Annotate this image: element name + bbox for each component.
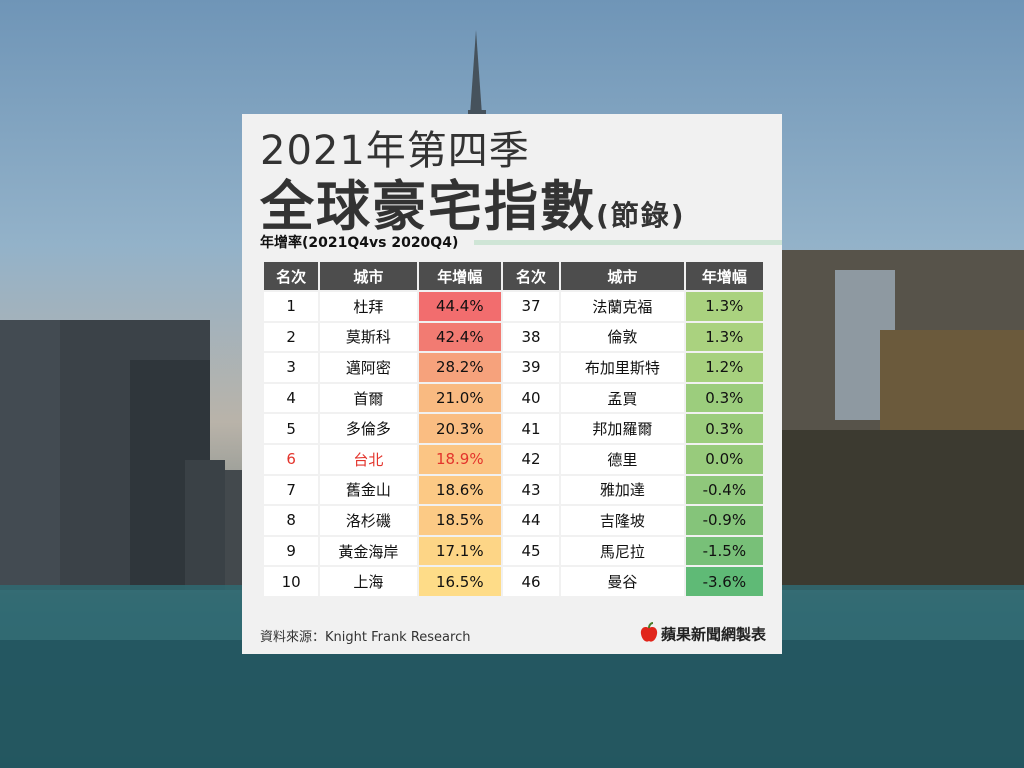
header-city-right: 城市 bbox=[561, 262, 684, 290]
header-city-left: 城市 bbox=[320, 262, 417, 290]
header-rank-left: 名次 bbox=[264, 262, 319, 290]
title-main-text: 全球豪宅指數 bbox=[260, 175, 596, 238]
rank-cell: 6 bbox=[264, 444, 319, 474]
table-row: 9 黃金海岸 17.1% 45 馬尼拉 -1.5% bbox=[264, 536, 763, 566]
rank-cell: 37 bbox=[502, 292, 560, 321]
change-cell: 16.5% bbox=[418, 567, 501, 596]
table-row: 6 台北 18.9% 42 德里 0.0% bbox=[264, 444, 763, 474]
city-cell: 布加里斯特 bbox=[561, 353, 684, 382]
change-cell: -3.6% bbox=[685, 567, 763, 596]
rank-cell: 5 bbox=[264, 414, 319, 443]
change-cell: 0.0% bbox=[685, 444, 763, 474]
rank-cell: 38 bbox=[502, 322, 560, 352]
rank-cell: 9 bbox=[264, 536, 319, 566]
rank-cell: 10 bbox=[264, 567, 319, 596]
change-cell: 20.3% bbox=[418, 414, 501, 443]
rank-cell: 42 bbox=[502, 444, 560, 474]
table-row: 7 舊金山 18.6% 43 雅加達 -0.4% bbox=[264, 475, 763, 505]
change-cell: -1.5% bbox=[685, 536, 763, 566]
title-period: 2021年第四季 bbox=[260, 128, 530, 174]
rank-cell: 2 bbox=[264, 322, 319, 352]
city-cell: 黃金海岸 bbox=[320, 536, 417, 566]
rank-cell: 44 bbox=[502, 506, 560, 535]
change-cell: 0.3% bbox=[685, 383, 763, 413]
rank-cell: 4 bbox=[264, 383, 319, 413]
city-cell: 曼谷 bbox=[561, 567, 684, 596]
rank-cell: 43 bbox=[502, 475, 560, 505]
city-cell: 莫斯科 bbox=[320, 322, 417, 352]
title-suffix: (節錄) bbox=[596, 199, 686, 232]
change-cell: 44.4% bbox=[418, 292, 501, 321]
rank-cell: 41 bbox=[502, 414, 560, 443]
apple-logo-icon bbox=[639, 622, 659, 648]
city-cell: 首爾 bbox=[320, 383, 417, 413]
city-cell: 孟買 bbox=[561, 383, 684, 413]
city-cell: 上海 bbox=[320, 567, 417, 596]
brand-logo: 蘋果新聞網製表 bbox=[639, 622, 766, 648]
city-cell: 倫敦 bbox=[561, 322, 684, 352]
subtitle: 年增率(2021Q4vs 2020Q4) bbox=[260, 235, 459, 251]
change-cell: 21.0% bbox=[418, 383, 501, 413]
change-cell: 18.6% bbox=[418, 475, 501, 505]
change-cell: 0.3% bbox=[685, 414, 763, 443]
city-cell: 杜拜 bbox=[320, 292, 417, 321]
table-row: 3 邁阿密 28.2% 39 布加里斯特 1.2% bbox=[264, 353, 763, 382]
city-cell: 德里 bbox=[561, 444, 684, 474]
city-cell: 馬尼拉 bbox=[561, 536, 684, 566]
subtitle-divider bbox=[474, 240, 782, 245]
header-rank-right: 名次 bbox=[502, 262, 560, 290]
table-row: 1 杜拜 44.4% 37 法蘭克福 1.3% bbox=[264, 292, 763, 321]
change-cell: 1.3% bbox=[685, 322, 763, 352]
change-cell: 28.2% bbox=[418, 353, 501, 382]
ranking-table: 名次 城市 年增幅 名次 城市 年增幅 1 杜拜 44.4% 37 法蘭克福 1.3% 2 莫… bbox=[262, 260, 765, 598]
table-header-row: 名次 城市 年增幅 名次 城市 年增幅 bbox=[264, 262, 763, 290]
rank-cell: 40 bbox=[502, 383, 560, 413]
header-change-right: 年增幅 bbox=[685, 262, 763, 290]
change-cell: 42.4% bbox=[418, 322, 501, 352]
brand-text: 蘋果新聞網製表 bbox=[660, 625, 766, 644]
header-change-left: 年增幅 bbox=[418, 262, 501, 290]
rank-cell: 39 bbox=[502, 353, 560, 382]
change-cell: 17.1% bbox=[418, 536, 501, 566]
rank-cell: 46 bbox=[502, 567, 560, 596]
city-cell: 吉隆坡 bbox=[561, 506, 684, 535]
rank-cell: 7 bbox=[264, 475, 319, 505]
city-cell: 法蘭克福 bbox=[561, 292, 684, 321]
change-cell: -0.4% bbox=[685, 475, 763, 505]
city-cell: 舊金山 bbox=[320, 475, 417, 505]
title-main: 全球豪宅指數(節錄) bbox=[260, 162, 686, 241]
table-row: 2 莫斯科 42.4% 38 倫敦 1.3% bbox=[264, 322, 763, 352]
luxury-index-card: 2021年第四季 全球豪宅指數(節錄) 年增率(2021Q4vs 2020Q4)… bbox=[242, 114, 782, 654]
subtitle-row: 年增率(2021Q4vs 2020Q4) bbox=[260, 232, 782, 252]
city-cell: 多倫多 bbox=[320, 414, 417, 443]
table-row: 5 多倫多 20.3% 41 邦加羅爾 0.3% bbox=[264, 414, 763, 443]
source-note: 資料來源：Knight Frank Research bbox=[260, 630, 471, 645]
table-row: 10 上海 16.5% 46 曼谷 -3.6% bbox=[264, 567, 763, 596]
change-cell: -0.9% bbox=[685, 506, 763, 535]
change-cell: 18.5% bbox=[418, 506, 501, 535]
rank-cell: 45 bbox=[502, 536, 560, 566]
rank-cell: 8 bbox=[264, 506, 319, 535]
table-row: 4 首爾 21.0% 40 孟買 0.3% bbox=[264, 383, 763, 413]
rank-cell: 1 bbox=[264, 292, 319, 321]
change-cell: 18.9% bbox=[418, 444, 501, 474]
change-cell: 1.2% bbox=[685, 353, 763, 382]
table-row: 8 洛杉磯 18.5% 44 吉隆坡 -0.9% bbox=[264, 506, 763, 535]
city-cell: 邁阿密 bbox=[320, 353, 417, 382]
city-cell: 台北 bbox=[320, 444, 417, 474]
city-cell: 洛杉磯 bbox=[320, 506, 417, 535]
change-cell: 1.3% bbox=[685, 292, 763, 321]
city-cell: 邦加羅爾 bbox=[561, 414, 684, 443]
rank-cell: 3 bbox=[264, 353, 319, 382]
city-cell: 雅加達 bbox=[561, 475, 684, 505]
